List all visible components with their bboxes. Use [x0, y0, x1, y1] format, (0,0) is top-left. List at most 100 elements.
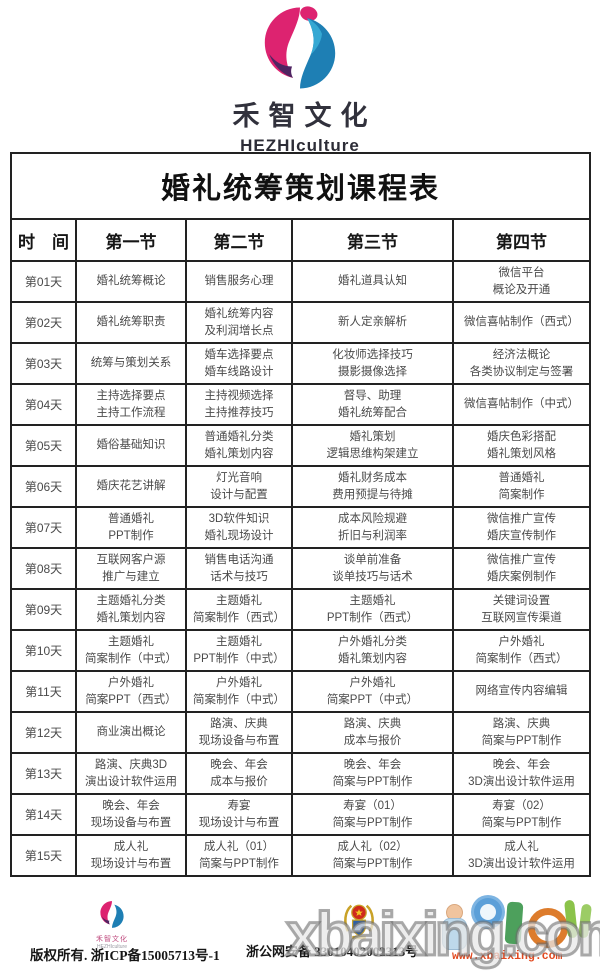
course-cell: 普通婚礼 PPT制作	[75, 506, 187, 549]
course-cell: 3D软件知识 婚礼现场设计	[185, 506, 293, 549]
course-cell: 统筹与策划关系	[75, 342, 187, 385]
header-section-4: 第四节	[452, 218, 591, 262]
table-row: 第02天 婚礼统筹职责 婚礼统筹内容 及利润增长点 新人定亲解析 微信喜帖制作（西式）	[10, 301, 591, 344]
table-row: 第01天 婚礼统筹概论 销售服务心理 婚礼道具认知 微信平台 概论及开通	[10, 260, 591, 303]
table-row: 第12天 商业演出概论 路演、庆典 现场设备与布置 路演、庆典 成本与报价 路演、庆典 …	[10, 711, 591, 754]
course-cell: 户外婚礼 简案制作（西式）	[452, 629, 591, 672]
table-row: 第05天 婚俗基础知识 普通婚礼分类 婚礼策划内容 婚礼策划 逻辑思维构架建立 婚庆色彩…	[10, 424, 591, 467]
course-cell: 婚礼统筹概论	[75, 260, 187, 303]
course-cell: 主题婚礼分类 婚礼策划内容	[75, 588, 187, 631]
course-cell: 户外婚礼分类 婚礼策划内容	[291, 629, 454, 672]
table-row: 第03天 统筹与策划关系 婚车选择要点 婚车线路设计 化妆师选择技巧 摄影摄像选择 经济…	[10, 342, 591, 385]
website-url-text: www.xbaixing.com	[452, 950, 563, 963]
course-cell: 成人礼 现场设计与布置	[75, 834, 187, 877]
course-cell: 成本风险规避 折旧与利润率	[291, 506, 454, 549]
rosette-center-icon	[480, 904, 496, 920]
course-cell: 新人定亲解析	[291, 301, 454, 344]
hezhi-logo-swirl-icon	[264, 6, 336, 89]
day-cell: 第02天	[10, 301, 77, 344]
footer-brand-block: 禾智文化 HEZHIculture	[86, 900, 138, 950]
header-section-3: 第三节	[291, 218, 454, 262]
day-cell: 第13天	[10, 752, 77, 795]
course-cell: 户外婚礼 简案PPT（西式）	[75, 670, 187, 713]
course-cell: 路演、庆典 简案与PPT制作	[452, 711, 591, 754]
day-cell: 第15天	[10, 834, 77, 877]
watermark-text: xbaixing.com	[285, 899, 600, 970]
orange-ring-icon	[528, 908, 568, 948]
course-cell: 路演、庆典 现场设备与布置	[185, 711, 293, 754]
table-row: 第07天 普通婚礼 PPT制作 3D软件知识 婚礼现场设计 成本风险规避 折旧与利润率…	[10, 506, 591, 549]
course-cell: 婚俗基础知识	[75, 424, 187, 467]
footer-brand-title: 禾智文化	[96, 936, 128, 943]
course-cell: 关键词设置 互联网宣传渠道	[452, 588, 591, 631]
course-cell: 微信推广宣传 婚庆案例制作	[452, 547, 591, 590]
course-cell: 普通婚礼分类 婚礼策划内容	[185, 424, 293, 467]
footer: 禾智文化 HEZHIculture 版权所有. 浙ICP备15005713号-1…	[0, 896, 600, 972]
course-cell: 灯光音响 设计与配置	[185, 465, 293, 508]
course-cell: 微信推广宣传 婚庆宣传制作	[452, 506, 591, 549]
mascot-body-icon	[442, 918, 467, 950]
day-cell: 第14天	[10, 793, 77, 836]
day-cell: 第11天	[10, 670, 77, 713]
course-cell: 户外婚礼 简案PPT（中式）	[291, 670, 454, 713]
header-section-1: 第一节	[75, 218, 187, 262]
course-cell: 寿宴（01） 简案与PPT制作	[291, 793, 454, 836]
course-cell: 晚会、年会 成本与报价	[185, 752, 293, 795]
table-row: 第14天 晚会、年会 现场设备与布置 寿宴 现场设计与布置 寿宴（01） 简案与PPT…	[10, 793, 591, 836]
table-row: 第15天 成人礼 现场设计与布置 成人礼（01） 简案与PPT制作 成人礼（02） 简…	[10, 834, 591, 877]
course-cell: 主持选择要点 主持工作流程	[75, 383, 187, 426]
course-cell: 晚会、年会 3D演出设计软件运用	[452, 752, 591, 795]
course-cell: 微信喜帖制作（西式）	[452, 301, 591, 344]
table-row: 第04天 主持选择要点 主持工作流程 主持视频选择 主持推荐技巧 督导、助理 婚礼统筹…	[10, 383, 591, 426]
course-cell: 婚庆色彩搭配 婚礼策划风格	[452, 424, 591, 467]
course-cell: 路演、庆典3D 演出设计软件运用	[75, 752, 187, 795]
police-badge-icon	[344, 904, 374, 940]
course-cell: 普通婚礼 简案制作	[452, 465, 591, 508]
course-cell: 婚礼道具认知	[291, 260, 454, 303]
table-row: 第10天 主题婚礼 简案制作（中式） 主题婚礼 PPT制作（中式） 户外婚礼分类 婚礼…	[10, 629, 591, 672]
brand-subtitle: HEZHIculture	[240, 136, 360, 155]
course-cell: 晚会、年会 简案与PPT制作	[291, 752, 454, 795]
course-cell: 经济法概论 各类协议制定与签署	[452, 342, 591, 385]
course-cell: 主题婚礼 PPT制作（西式）	[291, 588, 454, 631]
course-cell: 晚会、年会 现场设备与布置	[75, 793, 187, 836]
copyright-text: 版权所有. 浙ICP备15005713号-1	[30, 948, 220, 963]
course-cell: 成人礼 3D演出设计软件运用	[452, 834, 591, 877]
course-cell: 婚礼统筹职责	[75, 301, 187, 344]
course-cell: 主题婚礼 简案制作（西式）	[185, 588, 293, 631]
brand-block: 禾智文化 HEZHIculture	[0, 4, 600, 156]
day-cell: 第10天	[10, 629, 77, 672]
course-cell: 婚庆花艺讲解	[75, 465, 187, 508]
day-cell: 第01天	[10, 260, 77, 303]
brand-title: 禾智文化	[232, 101, 377, 131]
course-cell: 主题婚礼 PPT制作（中式）	[185, 629, 293, 672]
course-table-body: 第01天 婚礼统筹概论 销售服务心理 婚礼道具认知 微信平台 概论及开通 第02天 婚礼统筹…	[10, 260, 591, 877]
baixing-art-cluster	[432, 896, 600, 958]
day-cell: 第04天	[10, 383, 77, 426]
course-cell: 婚车选择要点 婚车线路设计	[185, 342, 293, 385]
day-cell: 第05天	[10, 424, 77, 467]
day-cell: 第12天	[10, 711, 77, 754]
course-cell: 谈单前准备 谈单技巧与话术	[291, 547, 454, 590]
course-cell: 微信平台 概论及开通	[452, 260, 591, 303]
header-time: 时 间	[10, 218, 77, 262]
course-cell: 路演、庆典 成本与报价	[291, 711, 454, 754]
table-row: 第06天 婚庆花艺讲解 灯光音响 设计与配置 婚礼财务成本 费用预提与待摊 普通婚礼 简…	[10, 465, 591, 508]
table-row: 第11天 户外婚礼 简案PPT（西式） 户外婚礼 简案制作（中式） 户外婚礼 简案PP…	[10, 670, 591, 713]
course-cell: 户外婚礼 简案制作（中式）	[185, 670, 293, 713]
day-cell: 第07天	[10, 506, 77, 549]
course-cell: 互联网客户源 推广与建立	[75, 547, 187, 590]
course-cell: 成人礼（01） 简案与PPT制作	[185, 834, 293, 877]
course-cell: 化妆师选择技巧 摄影摄像选择	[291, 342, 454, 385]
course-cell: 婚礼策划 逻辑思维构架建立	[291, 424, 454, 467]
table-header-row: 时 间 第一节 第二节 第三节 第四节	[10, 218, 591, 262]
course-cell: 成人礼（02） 简案与PPT制作	[291, 834, 454, 877]
footer-hezhi-logo-swirl-icon	[100, 901, 124, 928]
course-cell: 婚礼财务成本 费用预提与待摊	[291, 465, 454, 508]
course-cell: 主持视频选择 主持推荐技巧	[185, 383, 293, 426]
course-cell: 销售电话沟通 话术与技巧	[185, 547, 293, 590]
table-row: 第09天 主题婚礼分类 婚礼策划内容 主题婚礼 简案制作（西式） 主题婚礼 PPT制作…	[10, 588, 591, 631]
course-cell: 微信喜帖制作（中式）	[452, 383, 591, 426]
day-cell: 第06天	[10, 465, 77, 508]
table-title-row: 婚礼统筹策划课程表	[10, 152, 591, 220]
